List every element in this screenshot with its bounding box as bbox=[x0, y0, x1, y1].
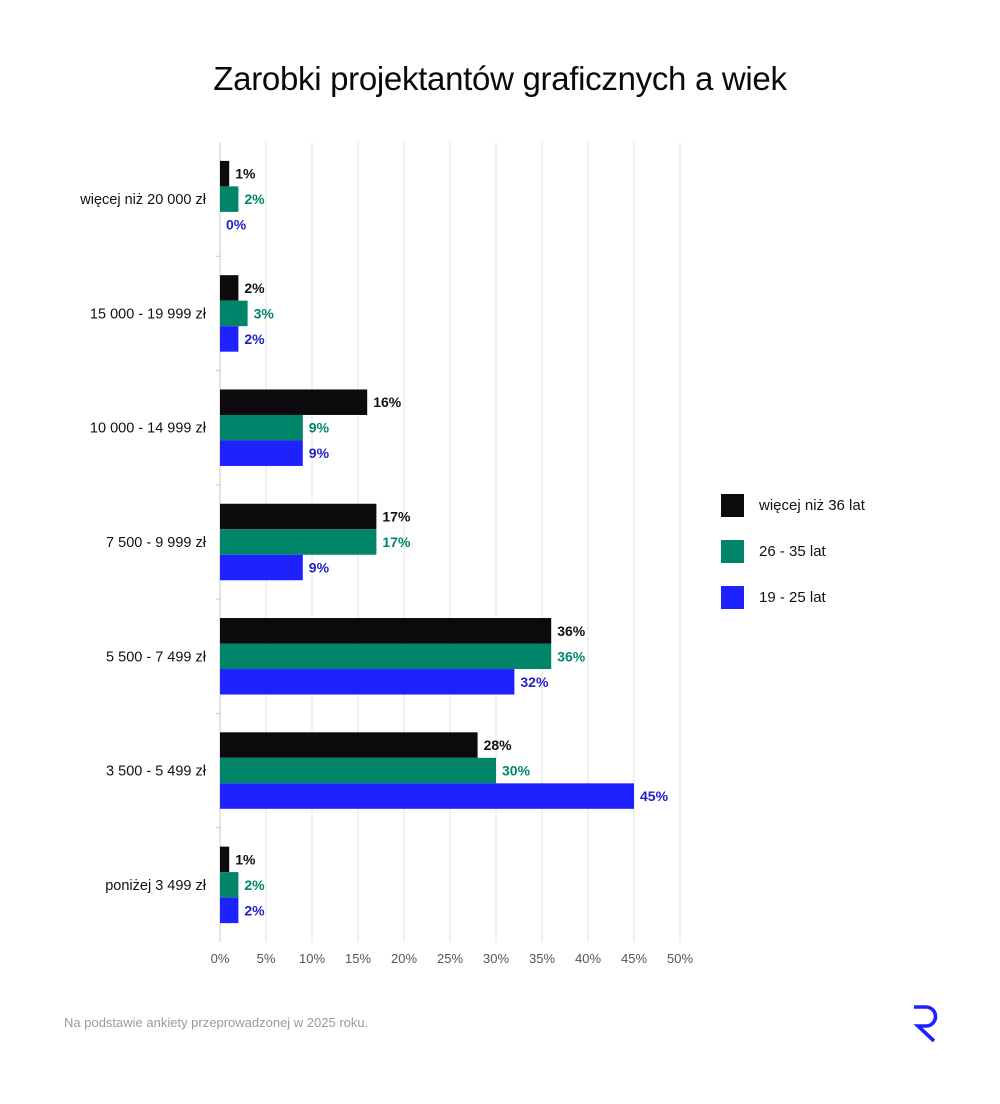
bar bbox=[220, 414, 303, 441]
bar bbox=[220, 529, 377, 555]
data-label: 32% bbox=[520, 674, 549, 690]
category-label: więcej niż 20 000 zł bbox=[79, 192, 207, 208]
x-tick-label: 5% bbox=[257, 951, 276, 966]
legend: więcej niż 36 lat 26 - 35 lat 19 - 25 la… bbox=[721, 493, 865, 631]
data-label: 1% bbox=[235, 166, 256, 182]
data-label: 2% bbox=[244, 331, 265, 347]
bar bbox=[220, 160, 230, 187]
x-tick-label: 10% bbox=[299, 951, 325, 966]
bar bbox=[220, 618, 552, 644]
category-label: 5 500 - 7 499 zł bbox=[106, 649, 207, 665]
data-label: 2% bbox=[244, 191, 265, 207]
category-label: 7 500 - 9 999 zł bbox=[106, 535, 207, 551]
legend-item: 26 - 35 lat bbox=[721, 539, 865, 563]
data-label: 3% bbox=[254, 305, 275, 321]
bar bbox=[220, 503, 377, 530]
x-tick-label: 15% bbox=[345, 951, 371, 966]
bar bbox=[220, 554, 303, 581]
data-label: 28% bbox=[484, 737, 513, 753]
bar bbox=[220, 757, 496, 784]
data-label: 45% bbox=[640, 788, 669, 804]
bar bbox=[220, 275, 239, 301]
data-label: 17% bbox=[382, 509, 411, 525]
category-label: 3 500 - 5 499 zł bbox=[106, 764, 207, 780]
category-label: poniżej 3 499 zł bbox=[105, 878, 207, 894]
bar bbox=[220, 732, 478, 758]
footnote: Na podstawie ankiety przeprowadzonej w 2… bbox=[64, 1015, 369, 1030]
bar bbox=[220, 643, 552, 670]
category-label: 10 000 - 14 999 zł bbox=[90, 421, 207, 437]
data-label: 9% bbox=[309, 560, 330, 576]
data-label: 9% bbox=[309, 420, 330, 436]
bar bbox=[220, 846, 230, 873]
data-label: 2% bbox=[244, 902, 265, 918]
data-label: 9% bbox=[309, 445, 330, 461]
legend-swatch bbox=[721, 539, 744, 563]
data-label: 30% bbox=[502, 763, 531, 779]
x-tick-label: 35% bbox=[529, 951, 555, 966]
data-label: 1% bbox=[235, 851, 256, 867]
x-tick-label: 40% bbox=[575, 951, 601, 966]
x-tick-label: 50% bbox=[667, 951, 693, 966]
legend-swatch bbox=[721, 585, 744, 609]
bar bbox=[220, 440, 303, 466]
data-label: 2% bbox=[244, 877, 265, 893]
legend-swatch bbox=[721, 493, 744, 517]
data-label: 2% bbox=[244, 280, 265, 296]
data-label: 17% bbox=[382, 534, 411, 550]
x-tick-label: 0% bbox=[211, 951, 230, 966]
data-label: 0% bbox=[226, 217, 247, 233]
x-tick-label: 25% bbox=[437, 951, 463, 966]
legend-item: 19 - 25 lat bbox=[721, 585, 865, 609]
data-label: 16% bbox=[373, 394, 402, 410]
data-label: 36% bbox=[557, 623, 586, 639]
bar bbox=[220, 872, 239, 898]
r-logo-icon bbox=[910, 1004, 940, 1049]
bar bbox=[220, 300, 248, 327]
category-label: 15 000 - 19 999 zł bbox=[90, 306, 207, 322]
bar bbox=[220, 669, 515, 695]
x-tick-label: 30% bbox=[483, 951, 509, 966]
bar bbox=[220, 897, 239, 924]
bar bbox=[220, 326, 239, 352]
bar bbox=[220, 186, 239, 212]
x-tick-label: 20% bbox=[391, 951, 417, 966]
legend-label: 19 - 25 lat bbox=[759, 588, 826, 606]
chart-title: Zarobki projektantów graficznych a wiek bbox=[213, 60, 787, 97]
bar bbox=[220, 389, 368, 415]
legend-label: 26 - 35 lat bbox=[759, 542, 826, 560]
data-label: 36% bbox=[557, 648, 586, 664]
legend-label: więcej niż 36 lat bbox=[759, 496, 865, 514]
legend-item: więcej niż 36 lat bbox=[721, 493, 865, 517]
bar bbox=[220, 783, 634, 809]
x-tick-label: 45% bbox=[621, 951, 647, 966]
